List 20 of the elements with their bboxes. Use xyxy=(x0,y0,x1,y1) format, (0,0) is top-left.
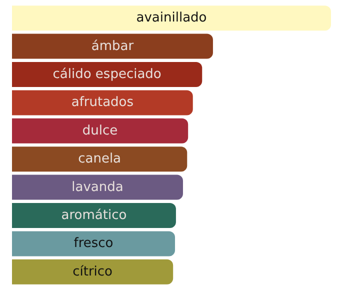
y-tick-label: canela xyxy=(78,152,122,167)
bar xyxy=(12,62,202,87)
bar xyxy=(12,90,193,116)
y-tick-label: fresco xyxy=(74,236,114,252)
bar xyxy=(12,174,183,200)
y-tick-label: dulce xyxy=(82,123,118,138)
y-tick-label: cítrico xyxy=(72,264,113,280)
bar xyxy=(12,259,174,284)
y-tick-label: lavanda xyxy=(72,180,124,195)
y-tick-label: afrutados xyxy=(71,95,134,110)
bar xyxy=(12,146,188,172)
bar xyxy=(12,203,176,228)
bar xyxy=(12,34,213,59)
y-tick-label: aromático xyxy=(61,208,127,223)
bar xyxy=(12,118,188,144)
y-tick-label: avainillado xyxy=(136,10,207,26)
bar xyxy=(12,6,331,31)
y-tick-label: cálido especiado xyxy=(52,67,162,82)
y-tick-label: ámbar xyxy=(91,38,134,54)
bar xyxy=(12,231,176,256)
